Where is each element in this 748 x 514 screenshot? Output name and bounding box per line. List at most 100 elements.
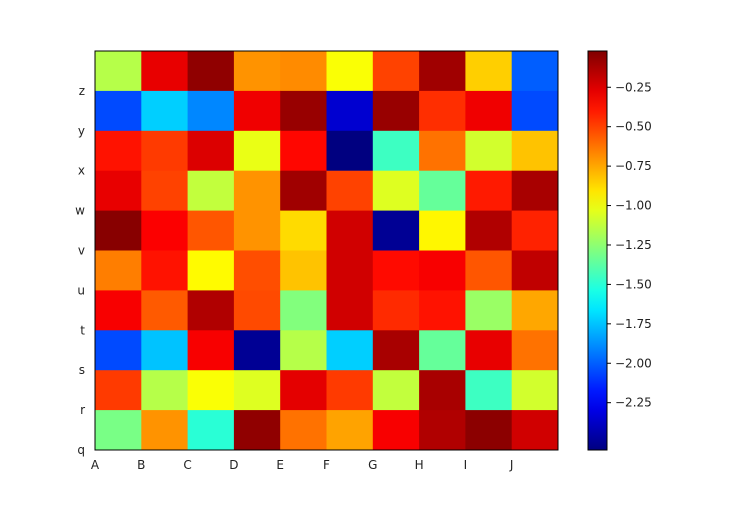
heatmap-cell	[95, 90, 142, 132]
y-tick-label: r	[80, 403, 85, 417]
heatmap-cell	[280, 210, 327, 251]
heatmap-cell	[280, 170, 327, 212]
heatmap-cell	[95, 330, 142, 371]
heatmap-cell	[372, 330, 420, 371]
colorbar-tick-label: −1.50	[615, 277, 652, 291]
heatmap-cell	[419, 130, 466, 172]
heatmap-cell	[233, 130, 281, 172]
heatmap-cell	[372, 290, 420, 331]
y-axis-ticks: q r s t u v w x y z	[75, 84, 85, 457]
heatmap-cell	[233, 90, 281, 132]
x-axis-ticks: A B C D E F G H I J	[91, 458, 514, 472]
x-tick-label: J	[509, 458, 514, 472]
heatmap-cell	[187, 130, 235, 172]
heatmap-cell	[187, 330, 235, 371]
x-tick-label: H	[415, 458, 424, 472]
heatmap-cell	[511, 250, 559, 291]
colorbar-tick-label: −1.75	[615, 317, 652, 331]
heatmap-cell	[326, 410, 374, 451]
heatmap-cell	[372, 370, 420, 411]
heatmap-cell	[141, 290, 189, 331]
colorbar-tick-label: −2.25	[615, 396, 652, 410]
x-tick-label: I	[464, 458, 468, 472]
heatmap-cell	[326, 170, 374, 212]
y-tick-label: t	[80, 323, 85, 337]
heatmap-cell	[280, 51, 327, 92]
heatmap-cell	[465, 330, 513, 371]
heatmap-cell	[233, 410, 281, 451]
x-tick-label: C	[183, 458, 191, 472]
colorbar-ticks: −2.25 −2.00 −1.75 −1.50 −1.25 −1.00 −0.75 −0.50…	[607, 80, 652, 410]
colorbar-tick-label: −0.75	[615, 159, 652, 173]
heatmap-cell	[372, 90, 420, 132]
colorbar-tick-label: −0.50	[615, 120, 652, 134]
y-tick-label: q	[77, 443, 85, 457]
heatmap-cell	[141, 330, 189, 371]
heatmap-cell	[187, 250, 235, 291]
heatmap-cell	[465, 130, 513, 172]
y-tick-label: x	[78, 164, 85, 178]
heatmap-cell	[372, 210, 420, 251]
x-tick-label: F	[323, 458, 330, 472]
heatmap-cell	[419, 250, 466, 291]
heatmap-cell	[465, 170, 513, 212]
heatmap-cell	[187, 51, 235, 92]
y-tick-label: w	[75, 204, 85, 218]
heatmap-cell	[326, 51, 374, 92]
y-tick-label: s	[79, 363, 85, 377]
heatmap-cell	[233, 51, 281, 92]
heatmap-cell	[95, 170, 142, 212]
heatmap-cell	[95, 370, 142, 411]
heatmap-cell	[511, 330, 559, 371]
heatmap-cell	[141, 250, 189, 291]
heatmap-cell	[511, 130, 559, 172]
heatmap-cell	[280, 250, 327, 291]
heatmap-cell	[280, 410, 327, 451]
heatmap-cell	[95, 410, 142, 451]
heatmap-cell	[95, 210, 142, 251]
heatmap-cell	[465, 410, 513, 451]
heatmap-cell	[187, 90, 235, 132]
heatmap-cell	[511, 290, 559, 331]
heatmap-cell	[465, 250, 513, 291]
heatmap-cell	[187, 290, 235, 331]
heatmap-cell	[233, 210, 281, 251]
heatmap-cell	[233, 170, 281, 212]
heatmap-cell	[419, 51, 466, 92]
heatmap-cell	[233, 290, 281, 331]
heatmap-cell	[280, 370, 327, 411]
x-tick-label: B	[137, 458, 145, 472]
heatmap-cell	[233, 330, 281, 371]
heatmap-cell	[141, 51, 189, 92]
heatmap-cell	[233, 370, 281, 411]
heatmap-cell	[187, 370, 235, 411]
heatmap-cell	[280, 290, 327, 331]
heatmap-cell	[511, 170, 559, 212]
heatmap-cell	[511, 370, 559, 411]
x-tick-label: A	[91, 458, 100, 472]
heatmap-cell	[419, 290, 466, 331]
y-tick-label: u	[77, 283, 85, 297]
heatmap-cell	[419, 330, 466, 371]
heatmap-cell	[326, 250, 374, 291]
heatmap-cell	[280, 130, 327, 172]
y-tick-label: y	[78, 124, 85, 138]
colorbar-tick-label: −1.25	[615, 238, 652, 252]
plot-frame	[94, 50, 559, 451]
colorbar-tick-label: −2.00	[615, 356, 652, 370]
heatmap-cell	[141, 210, 189, 251]
heatmap-cell	[372, 250, 420, 291]
y-tick-label: z	[79, 84, 85, 98]
heatmap-cell	[465, 90, 513, 132]
heatmap-cell	[511, 210, 559, 251]
heatmap-cell	[187, 170, 235, 212]
heatmap-cell	[280, 330, 327, 371]
heatmap-cell	[419, 370, 466, 411]
heatmap-cell	[419, 210, 466, 251]
heatmap-cell	[141, 410, 189, 451]
heatmap-cell	[326, 330, 374, 371]
heatmap-cell	[419, 90, 466, 132]
heatmap-cell	[326, 210, 374, 251]
heatmap-cell	[465, 210, 513, 251]
